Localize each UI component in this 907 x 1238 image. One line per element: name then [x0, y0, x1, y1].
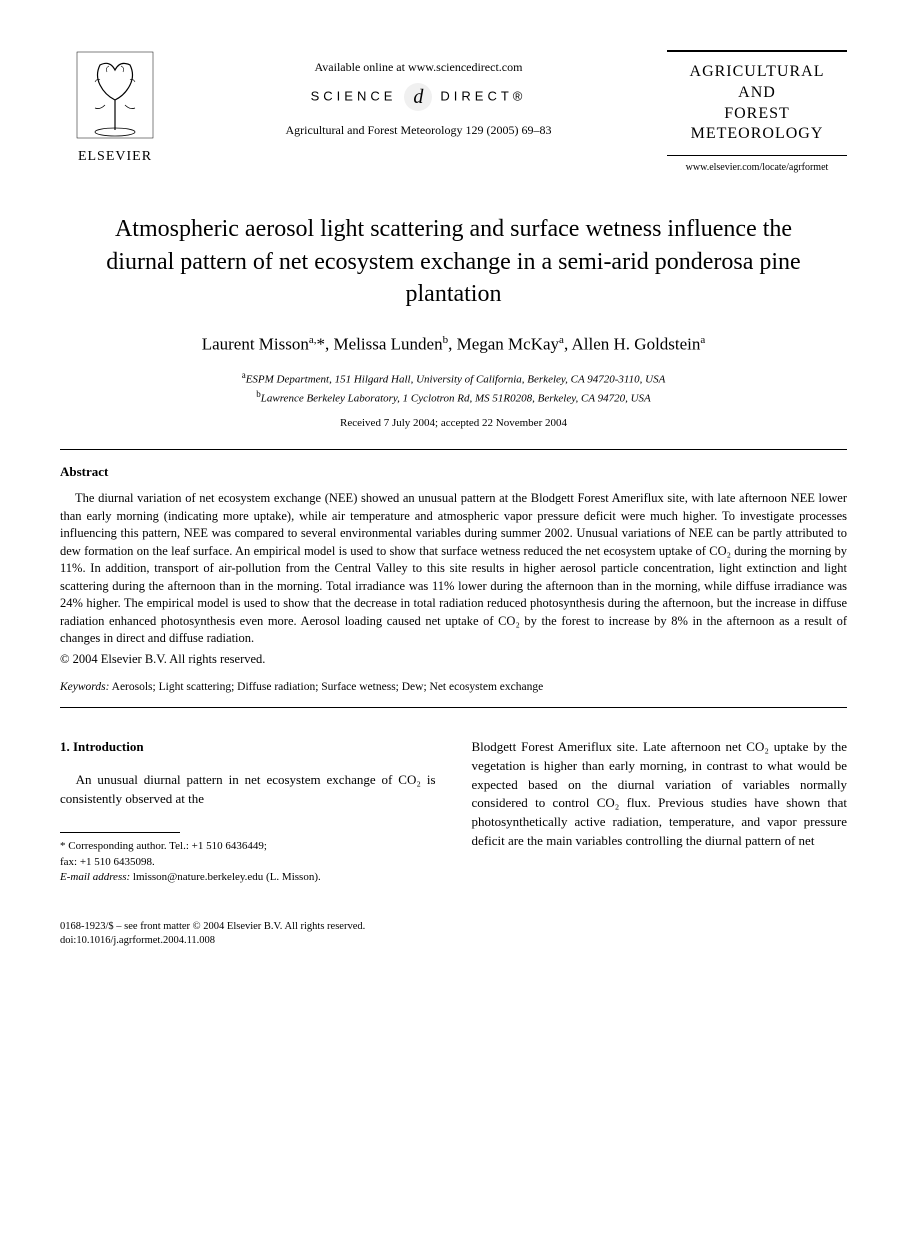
journal-title-box: AGRICULTURAL AND FOREST METEOROLOGY [667, 50, 847, 156]
author-1: Laurent Misson [202, 335, 309, 354]
footnote-fax: fax: +1 510 6435098. [60, 855, 436, 870]
author-list: Laurent Missona,*, Melissa Lundenb, Mega… [60, 334, 847, 355]
footnote-email: lmisson@nature.berkeley.edu (L. Misson). [130, 871, 321, 883]
copyright-line: © 2004 Elsevier B.V. All rights reserved… [60, 652, 847, 667]
article-dates: Received 7 July 2004; accepted 22 Novemb… [60, 417, 847, 429]
keywords-line: Keywords: Aerosols; Light scattering; Di… [60, 681, 847, 693]
affiliations: aESPM Department, 151 Hilgard Hall, Univ… [60, 369, 847, 407]
author-3: Megan McKay [457, 335, 559, 354]
footer-line2: doi:10.1016/j.agrformet.2004.11.008 [60, 934, 847, 949]
journal-name-l1: AGRICULTURAL [671, 62, 843, 83]
keywords-list: Aerosols; Light scattering; Diffuse radi… [109, 681, 543, 693]
footnote-email-label: E-mail address: [60, 871, 130, 883]
affiliation-a-text: ESPM Department, 151 Hilgard Hall, Unive… [246, 374, 666, 386]
abstract-heading: Abstract [60, 464, 847, 480]
author-1-aff: a, [309, 334, 317, 346]
divider-top [60, 449, 847, 450]
author-3-aff: a [559, 334, 564, 346]
footnote-email-line: E-mail address: lmisson@nature.berkeley.… [60, 870, 436, 885]
section-1-heading: 1. Introduction [60, 738, 436, 757]
available-online-text: Available online at www.sciencedirect.co… [170, 60, 667, 75]
journal-box-block: AGRICULTURAL AND FOREST METEOROLOGY www.… [667, 50, 847, 173]
author-2: Melissa Lunden [334, 335, 443, 354]
keywords-label: Keywords: [60, 681, 109, 693]
footer-line1: 0168-1923/$ – see front matter © 2004 El… [60, 920, 847, 935]
affiliation-a: aESPM Department, 151 Hilgard Hall, Univ… [60, 369, 847, 388]
author-4-aff: a [700, 334, 705, 346]
abstract-body: The diurnal variation of net ecosystem e… [60, 490, 847, 648]
journal-name-l3: FOREST [671, 104, 843, 125]
corresponding-footnote: * Corresponding author. Tel.: +1 510 643… [60, 839, 436, 885]
author-2-aff: b [443, 334, 449, 346]
affiliation-b: bLawrence Berkeley Laboratory, 1 Cyclotr… [60, 388, 847, 407]
footnote-rule [60, 832, 180, 833]
journal-url: www.elsevier.com/locate/agrformet [667, 162, 847, 173]
sd-left: SCIENCE [311, 89, 397, 104]
right-column: Blodgett Forest Ameriflux site. Late aft… [472, 738, 848, 886]
footnote-tel: * Corresponding author. Tel.: +1 510 643… [60, 839, 436, 854]
divider-bottom [60, 707, 847, 708]
corresponding-star-icon: * [317, 335, 326, 354]
journal-name-l4: METEOROLOGY [671, 124, 843, 145]
citation-line: Agricultural and Forest Meteorology 129 … [170, 123, 667, 138]
intro-para-left: An unusual diurnal pattern in net ecosys… [60, 771, 436, 809]
affiliation-b-text: Lawrence Berkeley Laboratory, 1 Cyclotro… [261, 393, 651, 405]
header-center: Available online at www.sciencedirect.co… [170, 50, 667, 138]
elsevier-tree-icon [75, 50, 155, 140]
article-title: Atmospheric aerosol light scattering and… [80, 213, 827, 310]
author-4: Allen H. Goldstein [572, 335, 701, 354]
left-column: 1. Introduction An unusual diurnal patte… [60, 738, 436, 886]
body-columns: 1. Introduction An unusual diurnal patte… [60, 738, 847, 886]
publisher-name: ELSEVIER [60, 149, 170, 165]
publisher-logo-block: ELSEVIER [60, 50, 170, 165]
sciencedirect-logo: SCIENCE d DIRECT® [311, 83, 527, 111]
sd-right: DIRECT® [440, 89, 526, 104]
header-row: ELSEVIER Available online at www.science… [60, 50, 847, 173]
intro-para-right: Blodgett Forest Ameriflux site. Late aft… [472, 738, 848, 851]
journal-name-l2: AND [671, 83, 843, 104]
page-footer: 0168-1923/$ – see front matter © 2004 El… [60, 920, 847, 949]
sd-glyph-icon: d [404, 83, 432, 111]
